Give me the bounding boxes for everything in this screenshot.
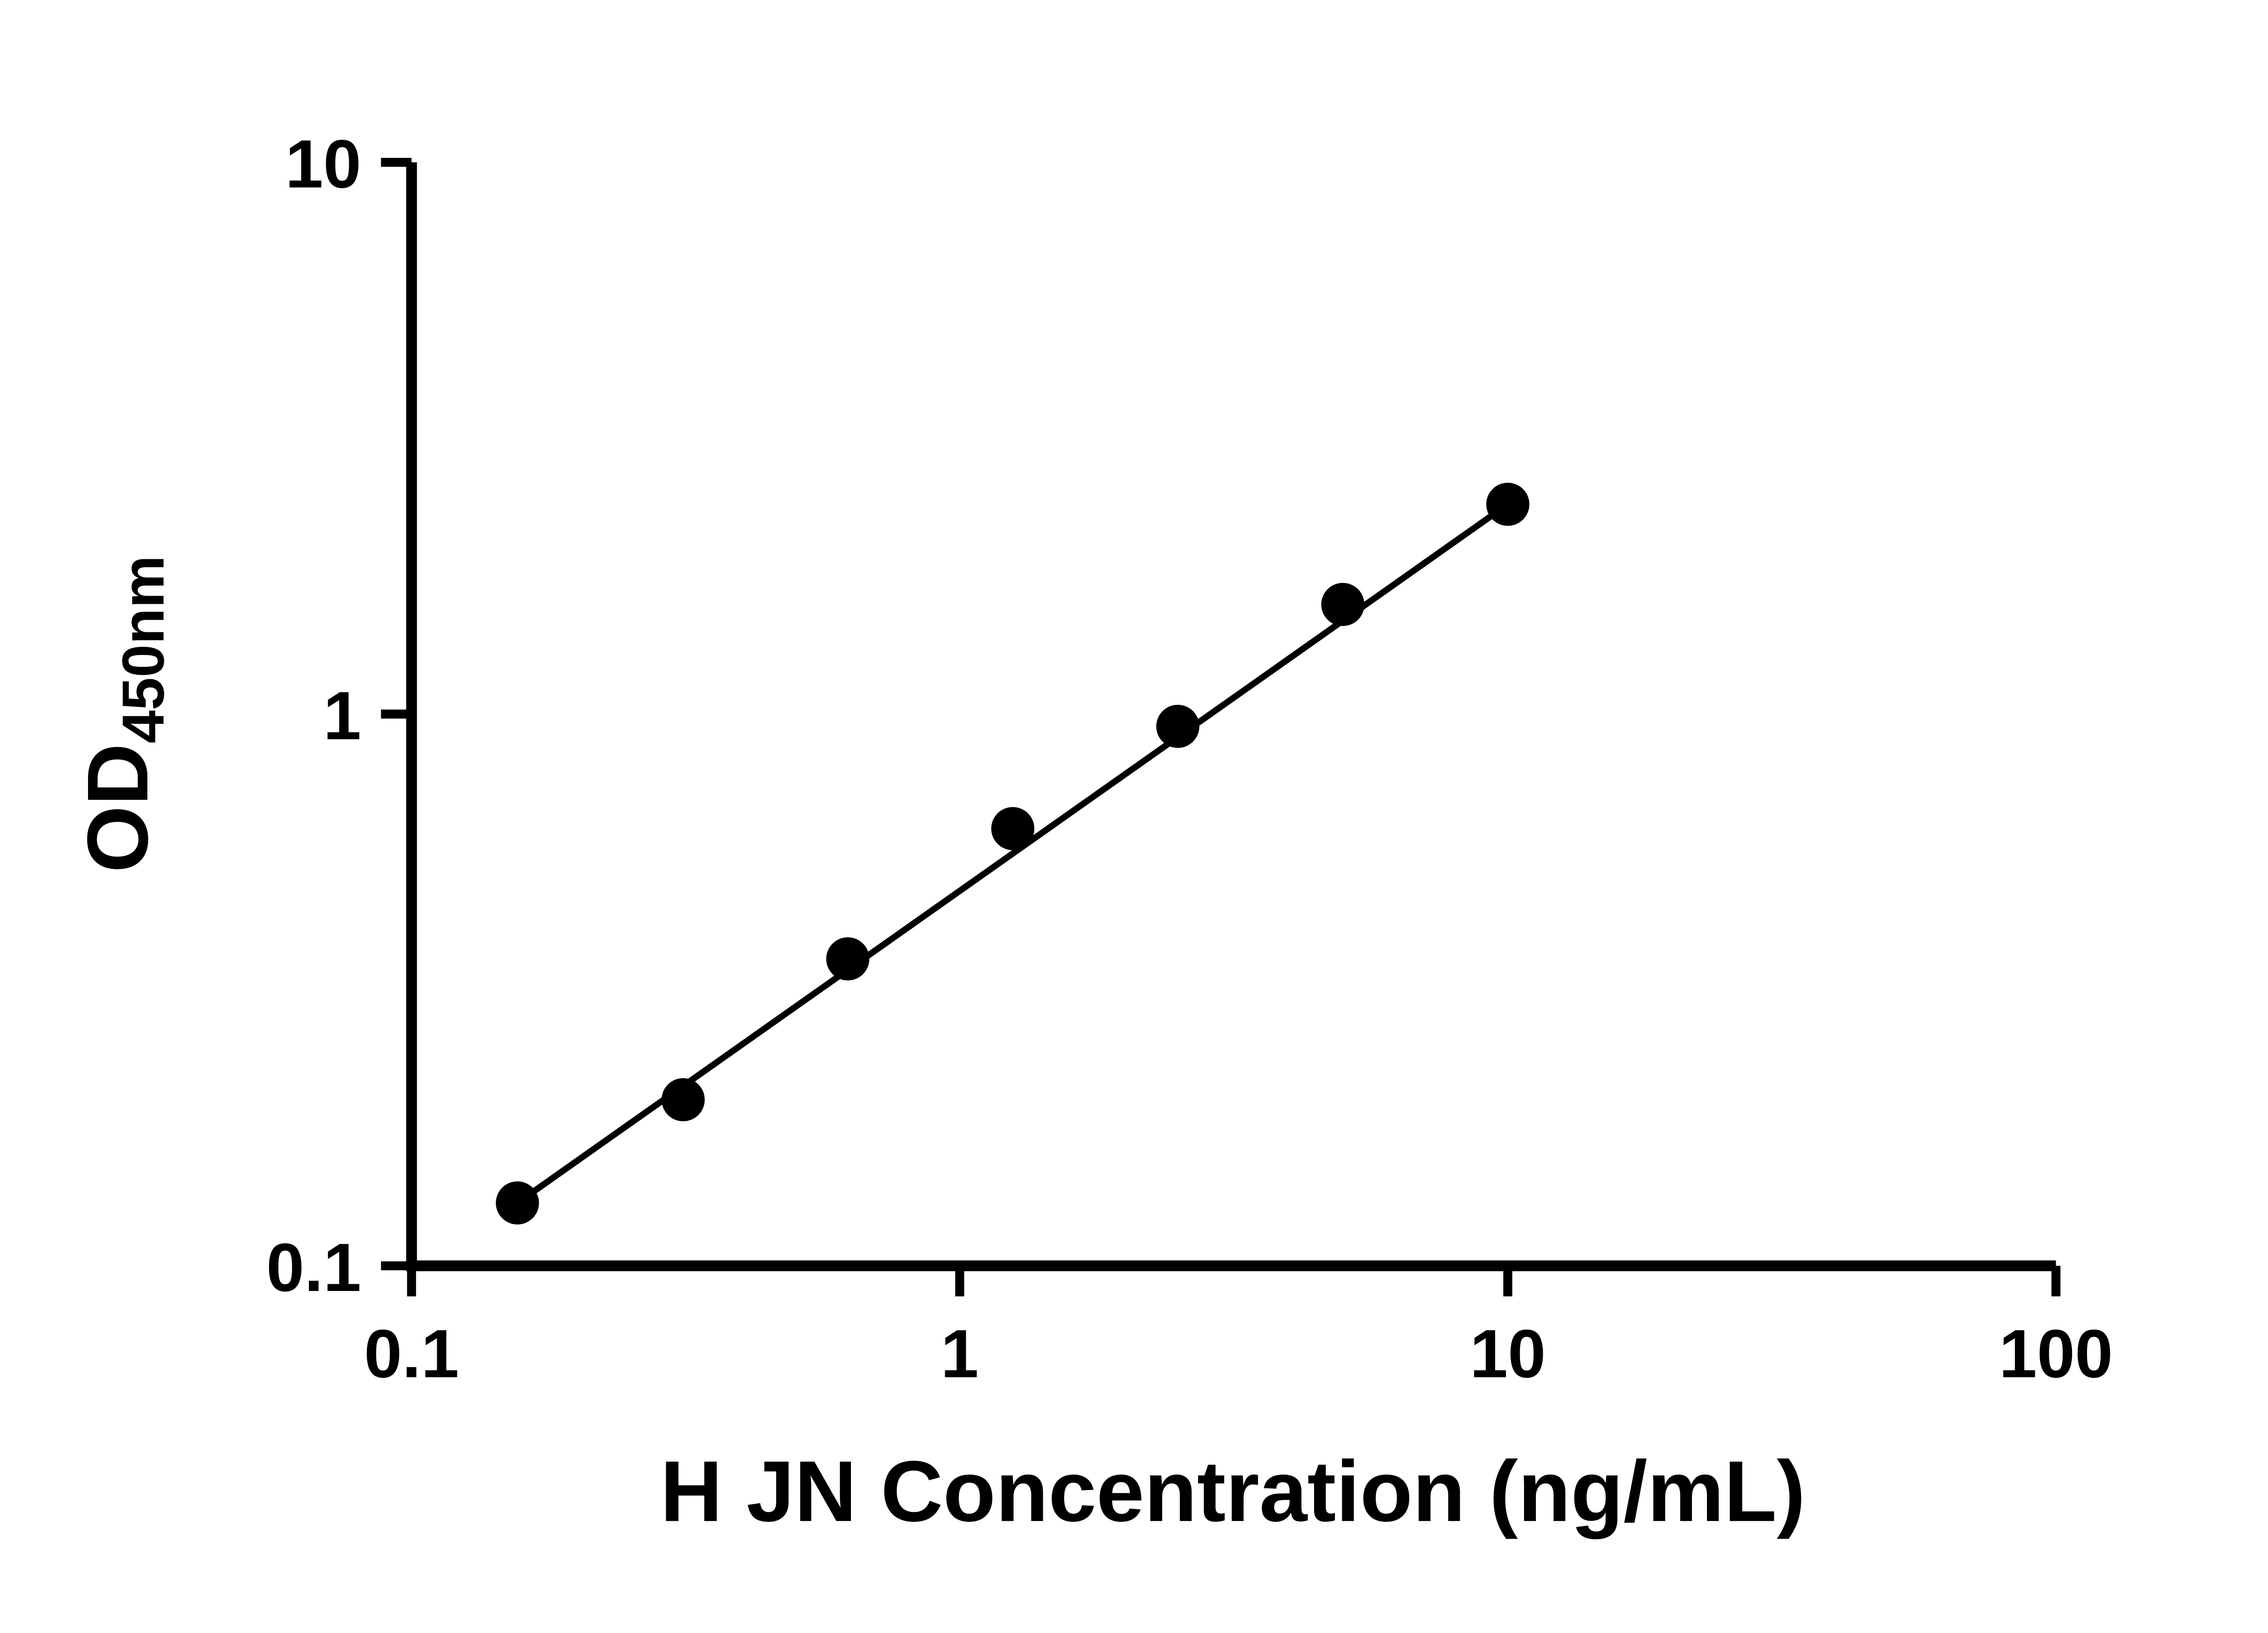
data-point (496, 1181, 539, 1225)
data-point (826, 937, 870, 981)
y-axis-title: OD450nm (70, 555, 176, 872)
data-point (1486, 483, 1530, 526)
y-tick-label: 10 (285, 126, 361, 202)
y-axis-title-main: OD (70, 743, 166, 873)
data-point (1321, 582, 1364, 626)
data-point (661, 1078, 705, 1121)
data-point (1156, 704, 1200, 748)
y-tick-label: 1 (323, 678, 362, 754)
x-tick-label: 10 (1470, 1315, 1545, 1392)
data-point (991, 807, 1035, 851)
x-tick-label: 100 (1999, 1315, 2113, 1392)
y-axis-title-subscript: 450nm (110, 555, 176, 743)
chart-generated-layer: 0.1 1 10 100 0.1 1 10 (266, 126, 2113, 1392)
x-tick-label: 0.1 (364, 1315, 459, 1392)
x-axis-title: H JN Concentration (ng/mL) (660, 1443, 1806, 1540)
y-tick-label: 0.1 (266, 1229, 361, 1305)
x-tick-label: 1 (941, 1315, 979, 1392)
